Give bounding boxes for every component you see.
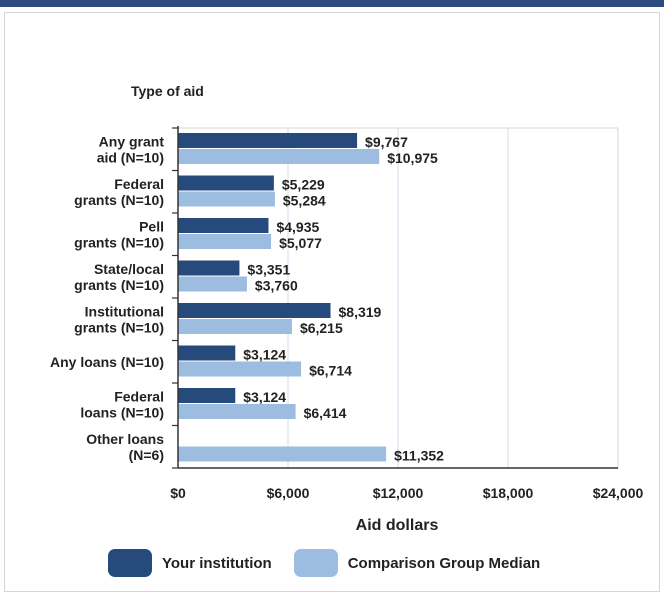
x-tick-label: $24,000 — [593, 485, 644, 501]
category-label: grants (N=10) — [74, 234, 164, 250]
category-label: Federal — [114, 388, 164, 404]
bar-comparison-median[interactable] — [178, 191, 275, 207]
bar-comparison-median[interactable] — [178, 276, 247, 292]
bar-comparison-median[interactable] — [178, 361, 302, 377]
data-label: $3,124 — [243, 389, 286, 405]
category-label: Institutional — [85, 303, 164, 319]
data-label: $5,077 — [279, 235, 322, 251]
legend-item-comparison-median[interactable]: Comparison Group Median — [293, 549, 541, 577]
bar-comparison-median[interactable] — [178, 319, 292, 334]
category-label: Other loans — [86, 431, 164, 447]
bar-comparison-median[interactable] — [178, 149, 380, 164]
data-label: $6,414 — [304, 405, 347, 421]
legend-swatch-your-institution — [108, 549, 152, 577]
x-tick-label: $0 — [170, 485, 186, 501]
axes: $0 $6,000 $12,000 $18,000 $24,000 Any grantai… — [50, 126, 644, 501]
x-tick-label: $6,000 — [267, 485, 310, 501]
bar-your-institution[interactable] — [178, 345, 236, 361]
top-accent-bar — [0, 0, 664, 7]
category-label: loans (N=10) — [80, 404, 164, 420]
bar-your-institution[interactable] — [178, 133, 358, 148]
category-label: Any grant — [99, 133, 165, 149]
category-label: State/local — [94, 261, 164, 277]
bar-your-institution[interactable] — [178, 218, 269, 233]
legend: Your institution Comparison Group Median — [108, 549, 562, 577]
x-tick-label: $18,000 — [483, 485, 534, 501]
category-label: grants (N=10) — [74, 319, 164, 335]
category-label: aid (N=10) — [97, 149, 164, 165]
bar-comparison-median[interactable] — [178, 234, 272, 249]
category-label: grants (N=10) — [74, 277, 164, 293]
bar-comparison-median[interactable] — [178, 446, 387, 462]
data-label: $8,319 — [339, 304, 382, 320]
data-label: $10,975 — [387, 150, 438, 166]
legend-label-your-institution: Your institution — [162, 554, 272, 572]
bar-your-institution[interactable] — [178, 388, 236, 403]
category-label: Pell — [139, 218, 164, 234]
category-label: (N=6) — [129, 447, 164, 463]
bar-your-institution[interactable] — [178, 260, 240, 276]
legend-swatch-comparison-median — [293, 549, 338, 577]
bar-your-institution[interactable] — [178, 303, 331, 318]
data-label: $5,229 — [282, 177, 325, 193]
bar-your-institution[interactable] — [178, 175, 274, 191]
data-label: $6,714 — [309, 363, 352, 379]
data-label: $6,215 — [300, 320, 343, 336]
x-tick-label: $12,000 — [373, 485, 424, 501]
data-label: $5,284 — [283, 193, 326, 209]
legend-item-your-institution[interactable]: Your institution — [108, 549, 272, 577]
bar-comparison-median[interactable] — [178, 404, 296, 419]
category-label: Federal — [114, 176, 164, 192]
category-label: Any loans (N=10) — [50, 354, 164, 370]
data-label: $3,124 — [243, 347, 286, 363]
data-label: $9,767 — [365, 134, 408, 150]
x-axis-title: Aid dollars — [356, 517, 439, 534]
legend-label-comparison-median: Comparison Group Median — [347, 554, 541, 572]
data-label: $11,352 — [394, 448, 444, 464]
data-label: $3,351 — [247, 262, 290, 278]
data-label: $3,760 — [255, 278, 298, 294]
category-label: grants (N=10) — [74, 192, 164, 208]
y-axis-title: Type of aid — [131, 83, 204, 99]
bars: $9,767$10,975 $5,229$5,284 $4,935$5,077 $3,… — [178, 133, 444, 464]
data-label: $4,935 — [276, 219, 319, 235]
